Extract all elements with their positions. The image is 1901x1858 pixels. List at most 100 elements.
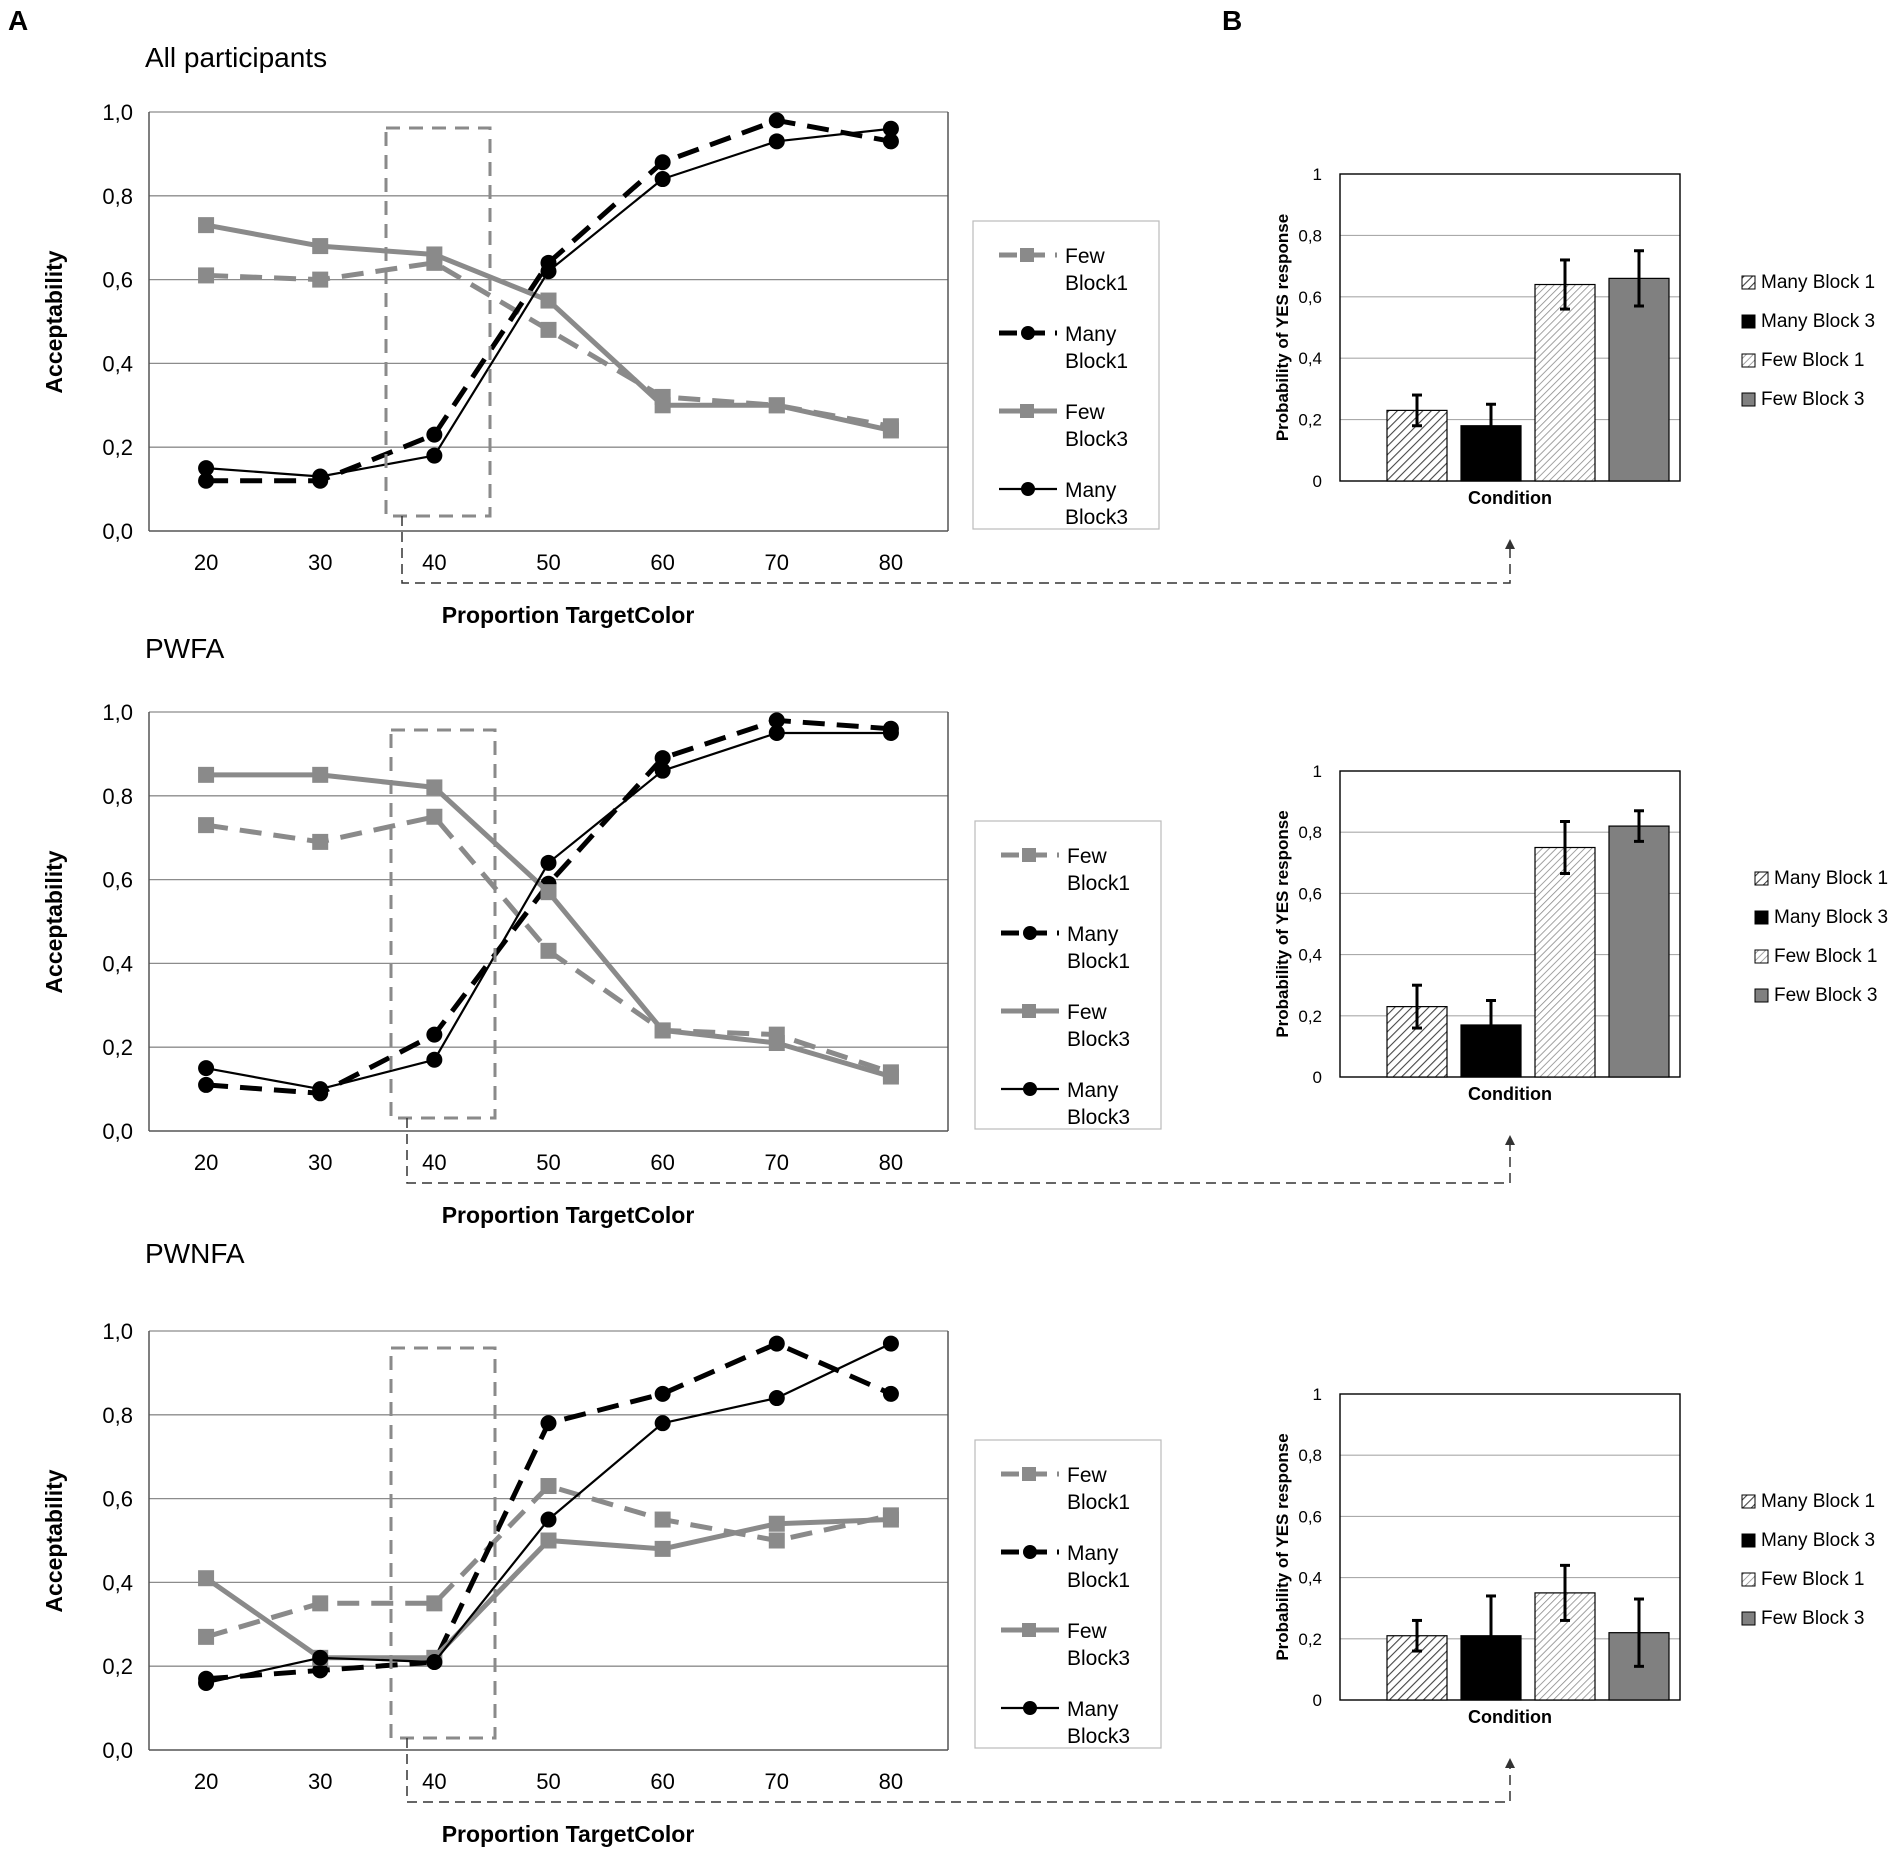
legend-label: Few Block 3 [1774,985,1877,1006]
data-point [426,1026,443,1043]
legend-marker [1022,1623,1036,1637]
series-line [205,1483,892,1640]
data-point [768,1335,785,1352]
y-tick-label: 0,2 [1298,1007,1322,1026]
y-tick-label: 0,2 [1298,1630,1322,1649]
legend-label: Few [1067,1464,1108,1487]
x-axis-label: Condition [1468,1084,1552,1104]
y-tick-label: 0,0 [102,1119,133,1144]
bar-chart-bar-all: 0 0,2 0,4 0,6 0,8 1 Condition Probability of YE… [1273,165,1875,508]
legend-label: Few Block 1 [1761,1569,1864,1590]
highlight-box [389,728,497,1120]
legend-marker [1022,1004,1036,1018]
connector-line [401,516,1511,584]
data-point [882,1335,899,1352]
data-point [426,779,443,796]
data-point [654,762,671,779]
data-point [312,468,329,485]
legend-swatch [1741,1533,1756,1548]
x-tick-label: 60 [650,1769,674,1794]
x-axis-label: Proportion TargetColor [442,1821,695,1847]
y-tick-label: 0,4 [102,351,133,376]
legend-swatch [1754,988,1769,1003]
data-point [198,1570,215,1587]
data-point [312,766,329,783]
legend-label: Many Block 3 [1774,907,1888,928]
legend-label: Block1 [1067,950,1130,973]
bar-chart-bar-pwfa: 0 0,2 0,4 0,6 0,8 1 Condition Probability of YE… [1273,762,1888,1104]
y-tick-label: 1,0 [102,1319,133,1344]
legend-swatch [1741,1611,1756,1626]
data-point [540,292,557,309]
x-tick-label: 20 [194,1150,218,1175]
data-point [540,1415,557,1432]
y-tick-label: 0 [1313,472,1322,491]
data-point [768,1035,785,1052]
data-point [198,472,215,489]
y-axis-label: Probability of YES response [1273,810,1292,1037]
data-point [654,1022,671,1039]
line-chart-line-pwnfa: 0,0 0,2 0,4 0,6 0,8 1,0 20 30 40 50 60 70 80 Proporti… [41,1319,1515,1847]
x-tick-label: 50 [536,550,560,575]
y-tick-label: 0,4 [1298,1569,1322,1588]
legend-label: Few [1065,245,1106,268]
legend-label: Block3 [1065,506,1128,529]
legend-swatch [1741,353,1756,368]
bar [1534,283,1596,482]
data-point [882,1068,899,1085]
y-tick-label: 0,0 [102,1738,133,1763]
data-point [882,422,899,439]
data-point [654,750,671,767]
data-point [768,1390,785,1407]
legend-label: Block3 [1067,1647,1130,1670]
y-tick-label: 1 [1313,165,1322,184]
line-chart-line-all: 0,0 0,2 0,4 0,6 0,8 1,0 20 30 40 50 60 70 80 Proporti… [41,100,1515,628]
data-point [882,724,899,741]
y-tick-label: 1,0 [102,700,133,725]
legend-label: Block3 [1065,428,1128,451]
y-tick-label: 0,8 [1298,1446,1322,1465]
y-axis-label: Acceptability [41,1469,67,1612]
connector-arrowhead [1505,539,1515,549]
legend-swatch [1741,275,1756,290]
data-point [540,1511,557,1528]
y-tick-label: 0,4 [102,951,133,976]
bar [1608,277,1670,482]
y-tick-label: 1 [1313,1385,1322,1404]
data-point [312,1649,329,1666]
y-tick-label: 0 [1313,1691,1322,1710]
data-point [426,808,443,825]
line-chart-line-pwfa: 0,0 0,2 0,4 0,6 0,8 1,0 20 30 40 50 60 70 80 Proporti… [41,700,1515,1228]
data-point [198,460,215,477]
connector-line [406,1738,1511,1803]
data-point [198,217,215,234]
y-tick-label: 1 [1313,762,1322,781]
legend-label: Block1 [1067,1491,1130,1514]
data-point [198,1674,215,1691]
x-axis-label: Condition [1468,1707,1552,1727]
legend-swatch [1741,1494,1756,1509]
data-point [768,1515,785,1532]
x-axis-label: Condition [1468,488,1552,508]
y-tick-label: 0,2 [102,1035,133,1060]
data-point [540,1532,557,1549]
legend-label: Many [1065,479,1117,502]
legend-swatch [1754,910,1769,925]
data-point [312,238,329,255]
bar [1534,846,1596,1078]
connector-line [406,1118,1511,1184]
data-point [426,1051,443,1068]
data-point [540,942,557,959]
x-tick-label: 20 [194,550,218,575]
legend-label: Few Block 3 [1761,1608,1864,1629]
x-tick-label: 70 [765,1150,789,1175]
data-point [882,1385,899,1402]
data-point [426,1595,443,1612]
y-axis-label: Probability of YES response [1273,214,1292,441]
data-point [312,1595,329,1612]
legend-label: Block1 [1067,872,1130,895]
highlight-box [389,1346,497,1740]
x-axis-label: Proportion TargetColor [442,1202,695,1228]
y-tick-label: 0,0 [102,519,133,544]
